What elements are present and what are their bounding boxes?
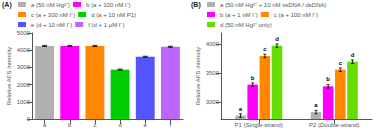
- svg-text:2000: 2000: [17, 82, 31, 88]
- svg-text:5000: 5000: [17, 30, 31, 36]
- svg-text:e: e: [144, 122, 148, 128]
- svg-text:d: d: [351, 52, 355, 58]
- svg-text:d: d: [275, 36, 279, 42]
- svg-text:a: a: [314, 102, 318, 108]
- svg-text:c: c: [339, 60, 343, 66]
- svg-text:d: d: [118, 122, 121, 128]
- svg-text:b: b: [68, 122, 72, 128]
- svg-text:(B): (B): [191, 1, 201, 9]
- svg-text:4000: 4000: [206, 41, 220, 47]
- svg-text:4000: 4000: [17, 47, 31, 53]
- svg-text:c: c: [93, 122, 96, 128]
- svg-text:d (a + 10 nM P1): d (a + 10 nM P1): [91, 12, 136, 18]
- svg-text:a (50 nM Hg²⁺): a (50 nM Hg²⁺): [31, 2, 70, 8]
- svg-text:Relative AFS intensity: Relative AFS intensity: [195, 47, 201, 105]
- svg-text:Relative AFS intensity: Relative AFS intensity: [6, 47, 12, 105]
- svg-text:(A): (A): [2, 1, 12, 9]
- svg-text:1000: 1000: [17, 99, 31, 105]
- svg-text:c (a + 100 nM I⁻): c (a + 100 nM I⁻): [274, 12, 318, 18]
- svg-text:3000: 3000: [17, 64, 31, 70]
- svg-text:P1 (Single-strand): P1 (Single-strand): [235, 122, 283, 128]
- svg-text:e (d + 10 nM I⁻): e (d + 10 nM I⁻): [31, 22, 72, 28]
- svg-text:a: a: [43, 122, 47, 128]
- svg-text:a (50 nM Hg²⁺ + 10 nM ssDNA /: a (50 nM Hg²⁺ + 10 nM ssDNA / dsDNA): [220, 2, 327, 8]
- svg-text:P2 (Double-strand): P2 (Double-strand): [309, 122, 360, 128]
- svg-text:0: 0: [27, 116, 31, 122]
- svg-text:f (d + 1 µM I⁻): f (d + 1 µM I⁻): [88, 22, 124, 28]
- svg-text:c: c: [263, 46, 267, 52]
- svg-text:b: b: [251, 75, 255, 81]
- svg-text:c (a + 300 nM I⁻): c (a + 300 nM I⁻): [31, 12, 75, 18]
- svg-text:f: f: [170, 122, 172, 128]
- svg-text:3000: 3000: [206, 99, 220, 105]
- svg-text:b: b: [326, 76, 330, 82]
- svg-text:a: a: [239, 106, 243, 112]
- svg-text:b (a + 1 nM I⁻): b (a + 1 nM I⁻): [220, 12, 258, 18]
- svg-text:d (50 nM Hg²⁺ only): d (50 nM Hg²⁺ only): [220, 22, 272, 28]
- svg-text:3500: 3500: [206, 70, 220, 76]
- svg-text:b (a + 100 nM I⁻): b (a + 100 nM I⁻): [86, 2, 131, 8]
